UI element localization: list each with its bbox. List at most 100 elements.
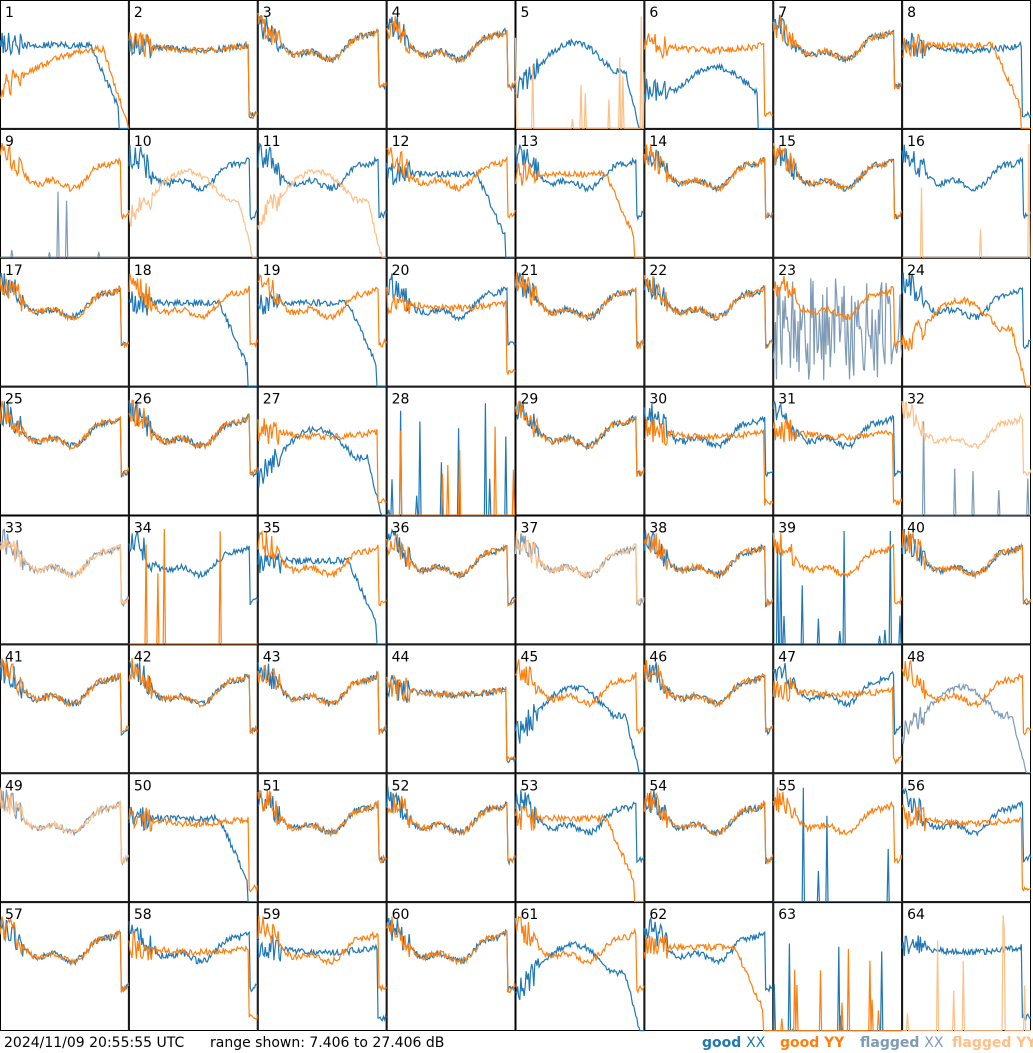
tile-54: 54 xyxy=(643,773,774,903)
series-yy xyxy=(257,169,387,259)
tile-59: 59 xyxy=(257,902,388,1031)
tile-7: 7 xyxy=(772,0,903,129)
series-yy xyxy=(128,807,259,894)
tile-number: 44 xyxy=(392,649,410,665)
tile-frame xyxy=(128,773,258,903)
tile-24: 24 xyxy=(901,257,1032,387)
tile-25: 25 xyxy=(0,386,130,516)
tile-frame xyxy=(386,128,516,258)
series-yy xyxy=(0,787,130,864)
series-yy xyxy=(128,931,259,1021)
tile-number: 45 xyxy=(521,649,539,665)
series-xx xyxy=(773,530,903,645)
tile-62: 62 xyxy=(643,902,774,1032)
tile-49: 49 xyxy=(0,773,130,903)
range-label: range shown: 7.406 to 27.406 dB xyxy=(210,1035,445,1051)
tile-number: 14 xyxy=(649,134,667,150)
tile-35: 35 xyxy=(257,515,387,645)
series-yy xyxy=(772,787,903,865)
series-yy xyxy=(0,44,130,129)
tile-number: 30 xyxy=(649,392,667,408)
series-yy xyxy=(386,533,516,607)
series-yy xyxy=(643,532,774,607)
series-xx xyxy=(257,291,387,387)
tile-number: 27 xyxy=(263,392,281,408)
tile-number: 8 xyxy=(907,5,916,21)
tile-45: 45 xyxy=(514,644,645,774)
legend-flagged-yy: flagged YY xyxy=(952,1035,1033,1051)
tile-frame xyxy=(0,644,129,774)
series-yy xyxy=(514,805,645,903)
series-xx xyxy=(643,917,774,993)
tile-number: 36 xyxy=(392,521,410,537)
tile-16: 16 xyxy=(901,128,1032,259)
tile-frame xyxy=(386,0,516,129)
tile-frame xyxy=(128,515,258,645)
series-xx xyxy=(257,142,388,220)
series-xx xyxy=(773,787,903,903)
series-yy xyxy=(128,168,258,259)
series-yy xyxy=(257,12,388,89)
series-xx xyxy=(386,273,516,347)
footer: 2024/11/09 20:55:55 UTC range shown: 7.4… xyxy=(0,1033,1033,1053)
tile-number: 58 xyxy=(134,907,152,923)
tile-number: 34 xyxy=(134,521,152,537)
tile-63: 63 xyxy=(772,902,903,1033)
series-yy xyxy=(772,15,903,91)
tile-frame xyxy=(128,128,258,258)
tile-number: 33 xyxy=(5,521,23,537)
tile-frame xyxy=(386,773,516,903)
series-yy xyxy=(386,287,516,376)
tile-42: 42 xyxy=(128,644,259,774)
tile-frame xyxy=(515,128,645,258)
tile-9: 9 xyxy=(0,128,130,259)
tile-number: 37 xyxy=(521,521,539,537)
tile-frame xyxy=(128,902,258,1031)
tile-37: 37 xyxy=(514,515,645,645)
tile-number: 62 xyxy=(649,907,667,923)
tile-number: 52 xyxy=(392,778,410,794)
tile-number: 23 xyxy=(778,263,796,279)
tile-number: 43 xyxy=(263,649,281,665)
tile-64: 64 xyxy=(901,902,1032,1032)
tile-frame xyxy=(257,902,387,1031)
series-yy xyxy=(128,32,259,119)
tile-17: 17 xyxy=(0,257,130,387)
tile-20: 20 xyxy=(386,257,516,387)
tile-number: 47 xyxy=(778,649,796,665)
legend-good-xx-b: XX xyxy=(746,1035,766,1051)
tile-number: 53 xyxy=(521,778,539,794)
series-yy xyxy=(773,948,903,1033)
tile-frame xyxy=(902,128,1031,258)
series-xx xyxy=(257,793,388,863)
tile-frame xyxy=(128,0,258,129)
tile-frame xyxy=(902,515,1031,645)
series-yy xyxy=(128,528,258,645)
tile-61: 61 xyxy=(514,902,645,1032)
tile-15: 15 xyxy=(772,128,903,258)
series-xx xyxy=(772,662,903,736)
series-xx xyxy=(901,935,1032,1023)
tile-frame xyxy=(0,902,129,1031)
tile-frame xyxy=(0,128,129,258)
tile-14: 14 xyxy=(643,128,774,258)
tile-frame xyxy=(257,386,387,516)
tile-frame xyxy=(902,257,1031,387)
tile-number: 55 xyxy=(778,778,796,794)
series-yy xyxy=(257,273,388,348)
series-xx xyxy=(257,551,387,645)
legend-flagged-xx-b: XX xyxy=(924,1035,944,1051)
series-yy xyxy=(514,161,645,259)
series-xx xyxy=(386,159,516,259)
series-yy xyxy=(901,33,1031,130)
legend-good-xx-a: good xyxy=(702,1035,742,1051)
tile-number: 46 xyxy=(649,649,667,665)
tile-frame xyxy=(515,644,645,774)
series-xx xyxy=(643,62,774,130)
tile-30: 30 xyxy=(643,386,774,516)
tile-21: 21 xyxy=(514,257,645,387)
series-yy xyxy=(902,143,1031,259)
tile-6: 6 xyxy=(643,0,774,130)
tile-22: 22 xyxy=(643,257,774,387)
series-xx xyxy=(0,32,129,130)
